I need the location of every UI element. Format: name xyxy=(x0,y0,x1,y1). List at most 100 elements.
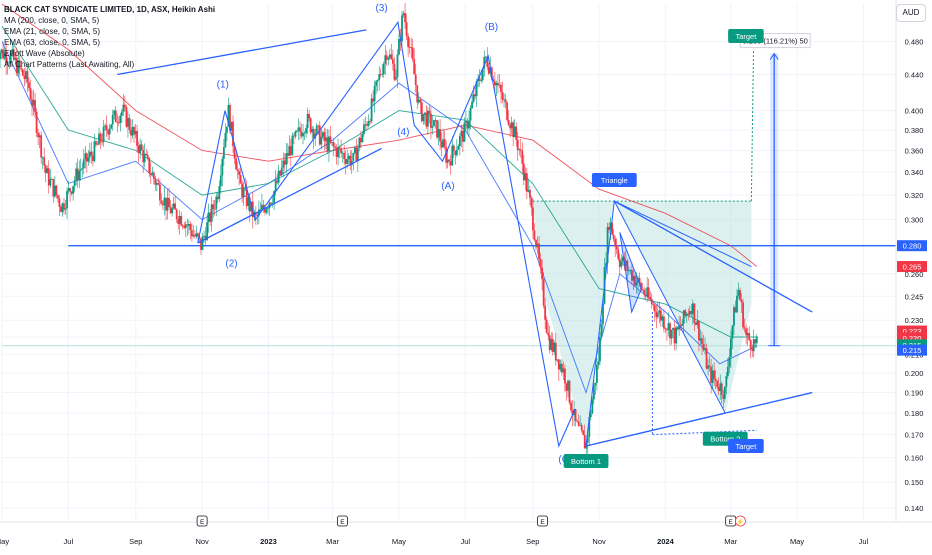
candle-body xyxy=(650,299,653,305)
candle-body xyxy=(411,47,414,60)
candle-body xyxy=(580,425,583,431)
candle-body xyxy=(460,130,463,137)
candle-body xyxy=(233,146,236,159)
candle-body xyxy=(427,110,429,127)
candle-body xyxy=(541,267,543,280)
y-tick-10: 0.245 xyxy=(905,292,924,301)
candle-body xyxy=(116,121,119,123)
x-tick-12: May xyxy=(790,537,804,546)
y-tick-15: 0.190 xyxy=(905,389,924,398)
candle-body xyxy=(8,62,11,64)
y-tick-0: 0.480 xyxy=(905,38,924,47)
candle-body xyxy=(495,82,498,86)
candle-body xyxy=(681,323,684,326)
x-tick-0: May xyxy=(0,537,9,546)
candle-body xyxy=(439,129,441,142)
candle-body xyxy=(748,332,751,340)
price-tag-box xyxy=(897,261,927,273)
candle-body xyxy=(378,74,381,81)
candle-body xyxy=(201,236,204,250)
target-label-1-text: Target xyxy=(735,442,757,451)
candle-body xyxy=(446,159,449,163)
candle-body xyxy=(656,313,659,318)
candle-body xyxy=(544,305,547,320)
candle-body xyxy=(28,82,30,89)
candle-body xyxy=(586,436,589,443)
candle-body xyxy=(101,141,103,143)
ma-line-0 xyxy=(1,3,758,267)
candle-body xyxy=(93,141,96,162)
candle-body xyxy=(416,85,419,103)
legend-ema21: EMA (21, close, 0, SMA, 5) xyxy=(4,27,101,36)
candle-body xyxy=(370,98,373,122)
candle-body xyxy=(236,169,239,172)
candle-body xyxy=(503,99,505,101)
wave-label-1: (2) xyxy=(225,259,237,270)
candle-body xyxy=(123,104,126,108)
candle-body xyxy=(320,136,323,145)
candle-body xyxy=(611,222,614,235)
candle-body xyxy=(67,188,70,192)
candle-body xyxy=(516,139,519,151)
candle-body xyxy=(492,79,495,82)
candle-body xyxy=(396,54,399,78)
candle-body xyxy=(736,295,738,313)
candle-body xyxy=(85,153,88,162)
candle-body xyxy=(373,85,376,102)
candle-body xyxy=(742,302,744,328)
candle-body xyxy=(422,114,425,122)
x-tick-1: Jul xyxy=(64,537,74,546)
candle-body xyxy=(582,430,585,435)
candle-body xyxy=(535,240,537,248)
candle-body xyxy=(286,153,289,156)
candle-body xyxy=(493,81,496,86)
candle-body xyxy=(602,303,604,325)
candle-body xyxy=(81,168,84,170)
candle-body xyxy=(728,356,731,367)
candle-body xyxy=(669,323,671,339)
candle-body xyxy=(579,425,582,426)
y-tick-3: 0.380 xyxy=(905,126,924,135)
candle-body xyxy=(206,222,209,241)
price-tag-text: 0.280 xyxy=(903,242,922,251)
y-tick-20: 0.140 xyxy=(905,504,924,513)
candle-body xyxy=(142,150,145,163)
candle-body xyxy=(663,316,665,329)
candle-body xyxy=(224,132,227,148)
candle-body xyxy=(749,339,752,349)
candle-body xyxy=(349,155,352,166)
currency-button[interactable]: AUD xyxy=(896,4,926,22)
candle-body xyxy=(90,151,93,156)
candle-body xyxy=(192,234,195,237)
candle-body xyxy=(393,63,396,80)
x-tick-4: 2023 xyxy=(260,537,277,546)
price-tag-text: 0.220 xyxy=(903,334,922,343)
y-tick-14: 0.200 xyxy=(905,369,924,378)
candle-body xyxy=(752,339,755,352)
candle-body xyxy=(367,121,370,126)
candle-body xyxy=(108,128,111,135)
candle-body xyxy=(567,380,569,391)
candle-body xyxy=(468,120,470,129)
candle-body xyxy=(55,185,58,196)
candle-body xyxy=(629,270,632,271)
candle-body xyxy=(670,329,673,339)
candle-body xyxy=(99,133,102,142)
candle-body xyxy=(353,147,356,154)
candle-body xyxy=(522,163,525,181)
legend-patterns: All Chart Patterns (Last Awaiting, All) xyxy=(4,60,135,69)
candle-body xyxy=(419,99,422,103)
candle-body xyxy=(279,170,282,175)
candle-body xyxy=(694,322,697,325)
y-tick-19: 0.150 xyxy=(905,478,924,487)
candle-body xyxy=(241,183,244,198)
candle-body xyxy=(571,410,574,416)
candle-body xyxy=(407,35,410,47)
candle-body xyxy=(235,158,237,170)
earnings-text: E xyxy=(729,519,734,526)
candle-body xyxy=(701,338,703,345)
candles xyxy=(0,3,758,455)
candle-body xyxy=(207,212,210,223)
